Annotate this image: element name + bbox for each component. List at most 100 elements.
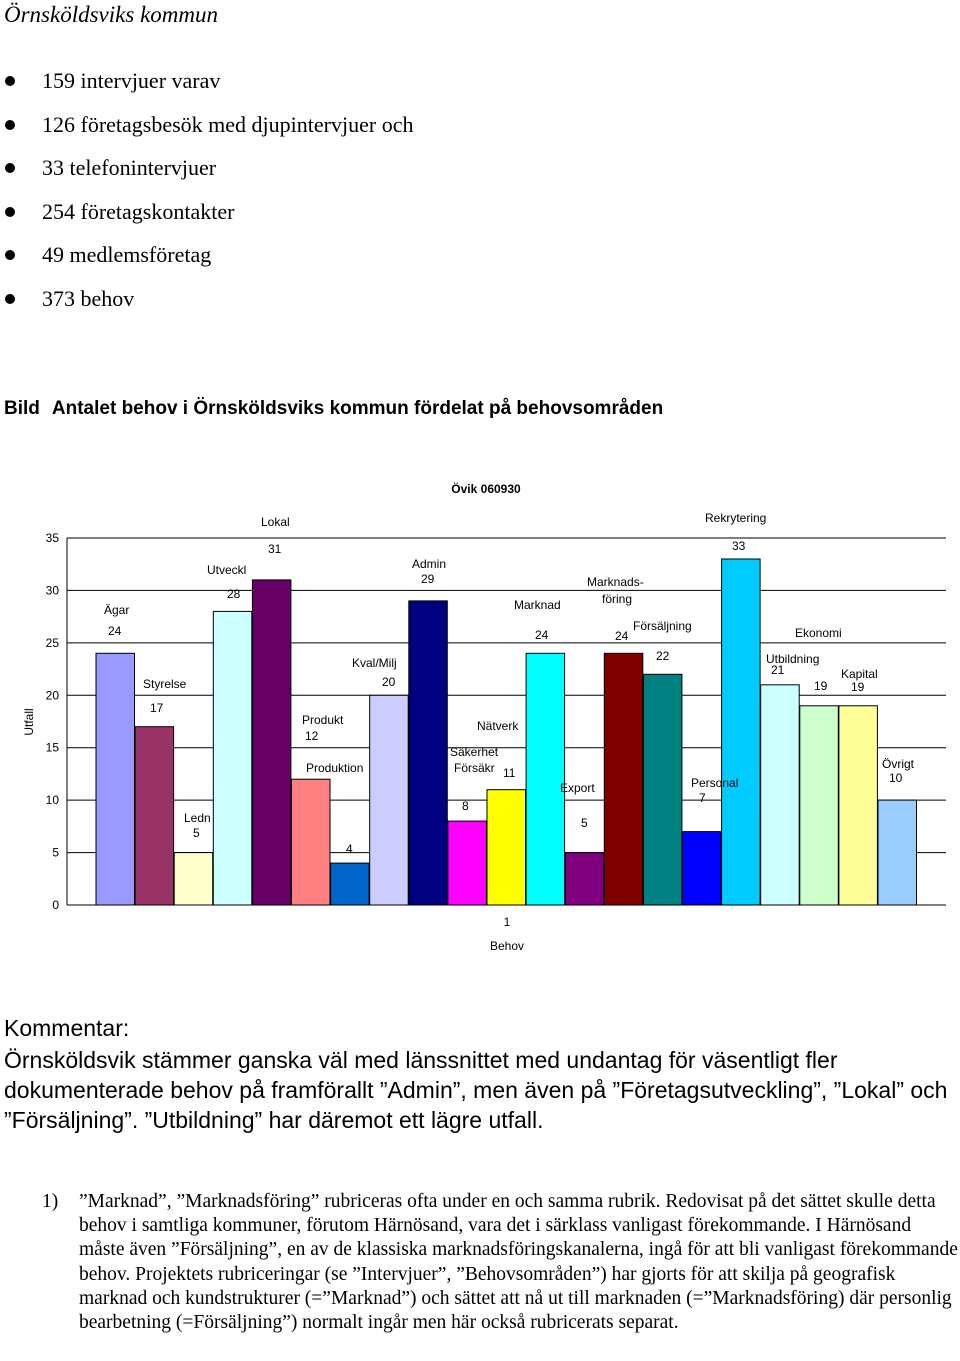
value-label: 10: [889, 771, 903, 785]
y-tick-labels: 0 5 10 15 20 25 30 35: [46, 531, 60, 912]
label-utbildning: Utbildning: [766, 652, 819, 666]
value-label: 31: [268, 542, 282, 556]
value-label: 19: [851, 680, 865, 694]
bar-kval-milj: [369, 694, 409, 906]
label-ledn: Ledn: [184, 811, 211, 825]
y-axis-label: Utfall: [22, 708, 36, 735]
chart-title: Övik 060930: [451, 481, 521, 496]
value-label: 5: [581, 816, 588, 830]
value-label: 22: [656, 649, 670, 663]
value-label: 24: [535, 628, 549, 642]
value-label: 24: [615, 629, 629, 643]
label-produkt: Produkt: [302, 713, 344, 727]
list-item: 159 intervjuer varav: [0, 62, 413, 106]
comment-text: Örnsköldsvik stämmer ganska väl med läns…: [4, 1047, 948, 1133]
label-styrelse: Styrelse: [143, 677, 187, 691]
bar-marknad: [603, 652, 644, 906]
bar-kapital: [877, 799, 917, 906]
bar-marknads-föring: [642, 673, 683, 906]
value-label: 19: [814, 679, 828, 693]
bar-produktion: [291, 778, 331, 906]
label-forsaljning: Försäljning: [633, 619, 692, 633]
value-label: 24: [108, 624, 122, 638]
y-tick-label: 20: [46, 688, 60, 702]
value-label: 20: [382, 675, 396, 689]
bar-utbildning: [799, 705, 839, 906]
label-agar: Ägar: [104, 603, 129, 617]
label-marknadsforing-2: föring: [602, 592, 632, 606]
x-tick-label: 1: [504, 915, 511, 929]
footnote-text: ”Marknad”, ”Marknadsföring” rubriceras o…: [79, 1191, 958, 1334]
bullet-icon: [5, 76, 15, 86]
bullet-icon: [5, 206, 15, 217]
value-label: 28: [227, 587, 241, 601]
label-marknadsforing-1: Marknads-: [587, 575, 644, 589]
y-tick-label: 15: [46, 741, 60, 755]
comment-title: Kommentar:: [4, 1015, 130, 1041]
y-tick-label: 0: [52, 898, 59, 912]
bar-rekrytering: [760, 684, 800, 906]
footnote: 1) ”Marknad”, ”Marknadsföring” rubricera…: [42, 1190, 960, 1335]
bar-chart: 0 5 10 15 20 25 30 35 Övik 060930 Utfall 1 Beho…: [0, 470, 960, 955]
bar-ägar: [95, 652, 135, 906]
label-kapital: Kapital: [841, 667, 878, 681]
label-ekonomi: Ekonomi: [795, 626, 842, 640]
bar-produkt: [330, 862, 370, 906]
list-item: 33 telefonintervjuer: [0, 149, 413, 193]
caption-text: Antalet behov i Örnsköldsviks kommun för…: [51, 398, 664, 419]
label-ovrigt: Övrigt: [882, 757, 915, 771]
label-rekrytering: Rekrytering: [705, 511, 766, 525]
label-export: Export: [560, 781, 595, 795]
x-axis-label: Behov: [490, 939, 524, 953]
y-tick-label: 35: [46, 531, 60, 545]
list-item: 373 behov: [0, 280, 413, 324]
y-tick-label: 10: [46, 793, 60, 807]
label-personal: Personal: [691, 776, 738, 790]
bar-export: [564, 852, 605, 906]
bar-säkerhet: [447, 820, 487, 906]
value-label: 29: [421, 572, 435, 586]
y-tick-label: 30: [46, 583, 60, 597]
bar-ledn: [173, 852, 214, 906]
list-item: 254 företagskontakter: [0, 193, 413, 237]
value-label: 17: [150, 701, 164, 715]
value-label: 33: [732, 539, 746, 553]
bar-nätverk: [525, 652, 566, 906]
value-label: 5: [193, 826, 200, 840]
value-label: 12: [305, 729, 319, 743]
label-utveckl: Utveckl: [207, 563, 246, 577]
bullet-icon: [5, 250, 15, 261]
value-label: 8: [462, 799, 469, 813]
bullet-icon: [5, 163, 15, 174]
summary-list: 159 intervjuer varav 126 företagsbesök m…: [0, 62, 413, 324]
label-produktion: Produktion: [306, 761, 363, 775]
label-admin: Admin: [412, 557, 446, 571]
bullet-icon: [5, 293, 15, 304]
label-natverk: Nätverk: [477, 719, 519, 733]
bar-admin: [408, 600, 448, 906]
bar-personal: [721, 558, 761, 906]
bullet-icon: [5, 119, 15, 130]
caption-prefix: Bild: [4, 398, 40, 419]
value-label: 21: [771, 663, 785, 677]
page-header: Örnsköldsviks kommun: [4, 2, 218, 27]
label-forsakr: Försäkr: [454, 761, 495, 775]
chart-bars: [95, 558, 917, 906]
bar-försäljning: [682, 831, 722, 906]
value-label: 7: [699, 791, 706, 805]
bar-utveckl: [212, 610, 253, 906]
bar-styrelse: [134, 726, 175, 906]
list-item: 126 företagsbesök med djupintervjuer och: [0, 106, 413, 150]
value-label: 11: [503, 766, 516, 780]
footnote-number: 1): [42, 1191, 59, 1212]
bar-försäkr: [486, 789, 526, 906]
y-tick-label: 5: [52, 846, 59, 860]
figure-caption: Bild Antalet behov i Örnsköldsviks kommun…: [4, 398, 663, 420]
label-lokal: Lokal: [261, 515, 290, 529]
bar-ekonomi: [838, 705, 878, 906]
label-kvalmilj: Kval/Milj: [352, 656, 397, 670]
label-sakerhet: Säkerhet: [450, 745, 499, 759]
bar-lokal: [251, 579, 292, 906]
value-label: 4: [346, 842, 353, 856]
y-tick-label: 25: [46, 636, 60, 650]
